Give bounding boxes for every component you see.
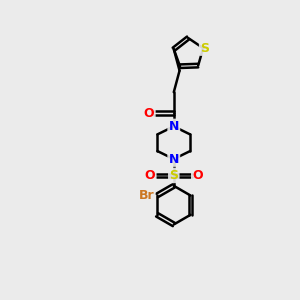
Text: O: O [145, 169, 155, 182]
Text: Br: Br [139, 189, 154, 202]
Text: S: S [169, 169, 178, 182]
Text: S: S [200, 42, 209, 55]
Text: O: O [192, 169, 203, 182]
Text: N: N [169, 153, 179, 166]
Text: O: O [144, 106, 154, 119]
Text: N: N [169, 120, 179, 133]
